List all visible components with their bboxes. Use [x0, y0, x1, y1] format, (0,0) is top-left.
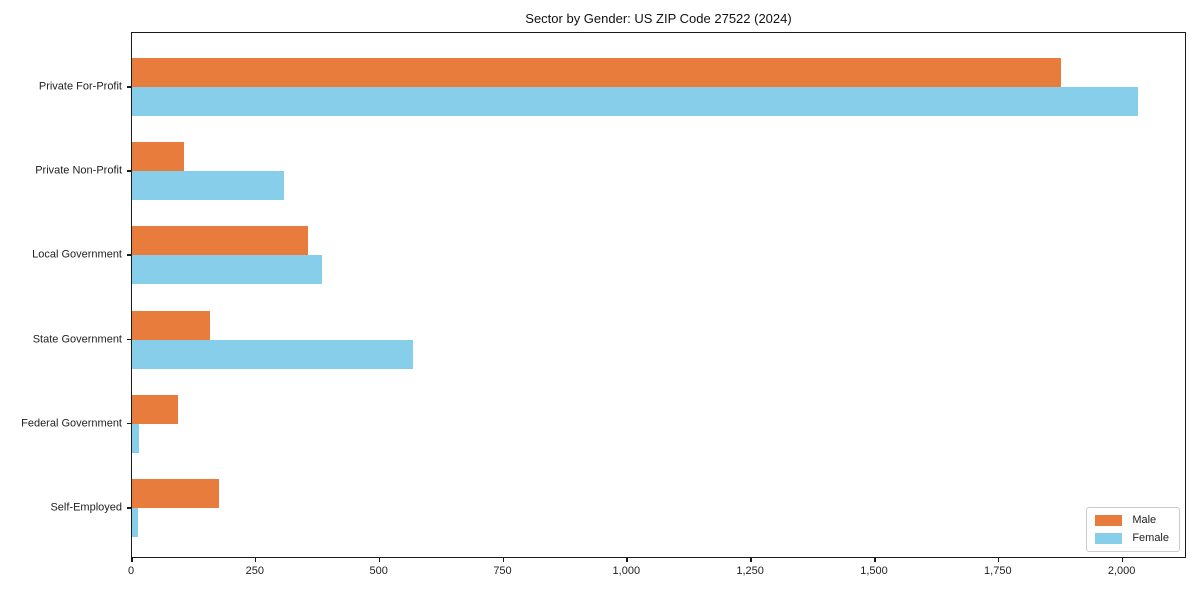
bar-male-self-employed — [132, 479, 219, 508]
xtick-label-1-750: 1,750 — [984, 565, 1012, 577]
legend-swatch-female — [1095, 533, 1123, 544]
xtick-label-250: 250 — [245, 565, 264, 577]
xtick-mark — [502, 558, 504, 562]
xtick-mark — [378, 558, 381, 562]
xtick-label-2-000: 2,000 — [1107, 565, 1136, 577]
xtick-mark — [1121, 558, 1124, 562]
bar-female-local-government — [132, 255, 322, 285]
bar-male-private-non-profit — [132, 142, 184, 172]
bar-female-state-government — [132, 339, 413, 369]
ytick-mark — [127, 338, 131, 341]
legend-item-female: Female — [1095, 533, 1169, 544]
xtick-label-1-500: 1,500 — [860, 565, 888, 577]
xtick-mark — [254, 558, 257, 562]
legend-label-male: Male — [1132, 514, 1157, 526]
xtick-mark — [997, 558, 1000, 562]
plot-area — [131, 32, 1186, 558]
ytick-label-self-employed: Self-Employed — [50, 501, 122, 514]
xtick-label-1-250: 1,250 — [736, 565, 764, 577]
ytick-label-local-government: Local Government — [32, 248, 122, 261]
ytick-mark — [127, 422, 131, 425]
bar-male-state-government — [132, 310, 211, 340]
bar-male-federal-government — [132, 394, 178, 424]
ytick-label-private-for-profit: Private For-Profit — [38, 80, 122, 93]
xtick-label-750: 750 — [493, 565, 512, 577]
bar-female-self-employed — [132, 508, 139, 537]
xtick-mark — [626, 558, 628, 562]
chart-title: Sector by Gender: US ZIP Code 27522 (202… — [525, 11, 792, 26]
legend: Male Female — [1086, 507, 1180, 552]
legend-item-male: Male — [1095, 515, 1169, 526]
ytick-mark — [127, 254, 131, 256]
xtick-label-500: 500 — [369, 565, 388, 577]
bar-male-local-government — [132, 226, 308, 256]
ytick-mark — [127, 507, 131, 509]
bar-female-private-non-profit — [132, 171, 285, 201]
legend-label-female: Female — [1132, 532, 1169, 544]
ytick-mark — [127, 86, 131, 88]
bar-female-private-for-profit — [132, 87, 1138, 116]
ytick-label-federal-government: Federal Government — [21, 417, 122, 430]
ytick-label-private-non-profit: Private Non-Profit — [35, 164, 122, 177]
ytick-label-state-government: State Government — [32, 333, 122, 346]
bar-female-federal-government — [132, 423, 140, 453]
xtick-label-0: 0 — [127, 565, 135, 577]
xtick-label-1-000: 1,000 — [612, 565, 641, 577]
bar-male-private-for-profit — [132, 58, 1061, 87]
xtick-mark — [874, 558, 876, 562]
legend-swatch-male — [1095, 515, 1123, 526]
ytick-mark — [127, 170, 131, 172]
xtick-mark — [750, 558, 752, 562]
xtick-mark — [131, 558, 133, 562]
